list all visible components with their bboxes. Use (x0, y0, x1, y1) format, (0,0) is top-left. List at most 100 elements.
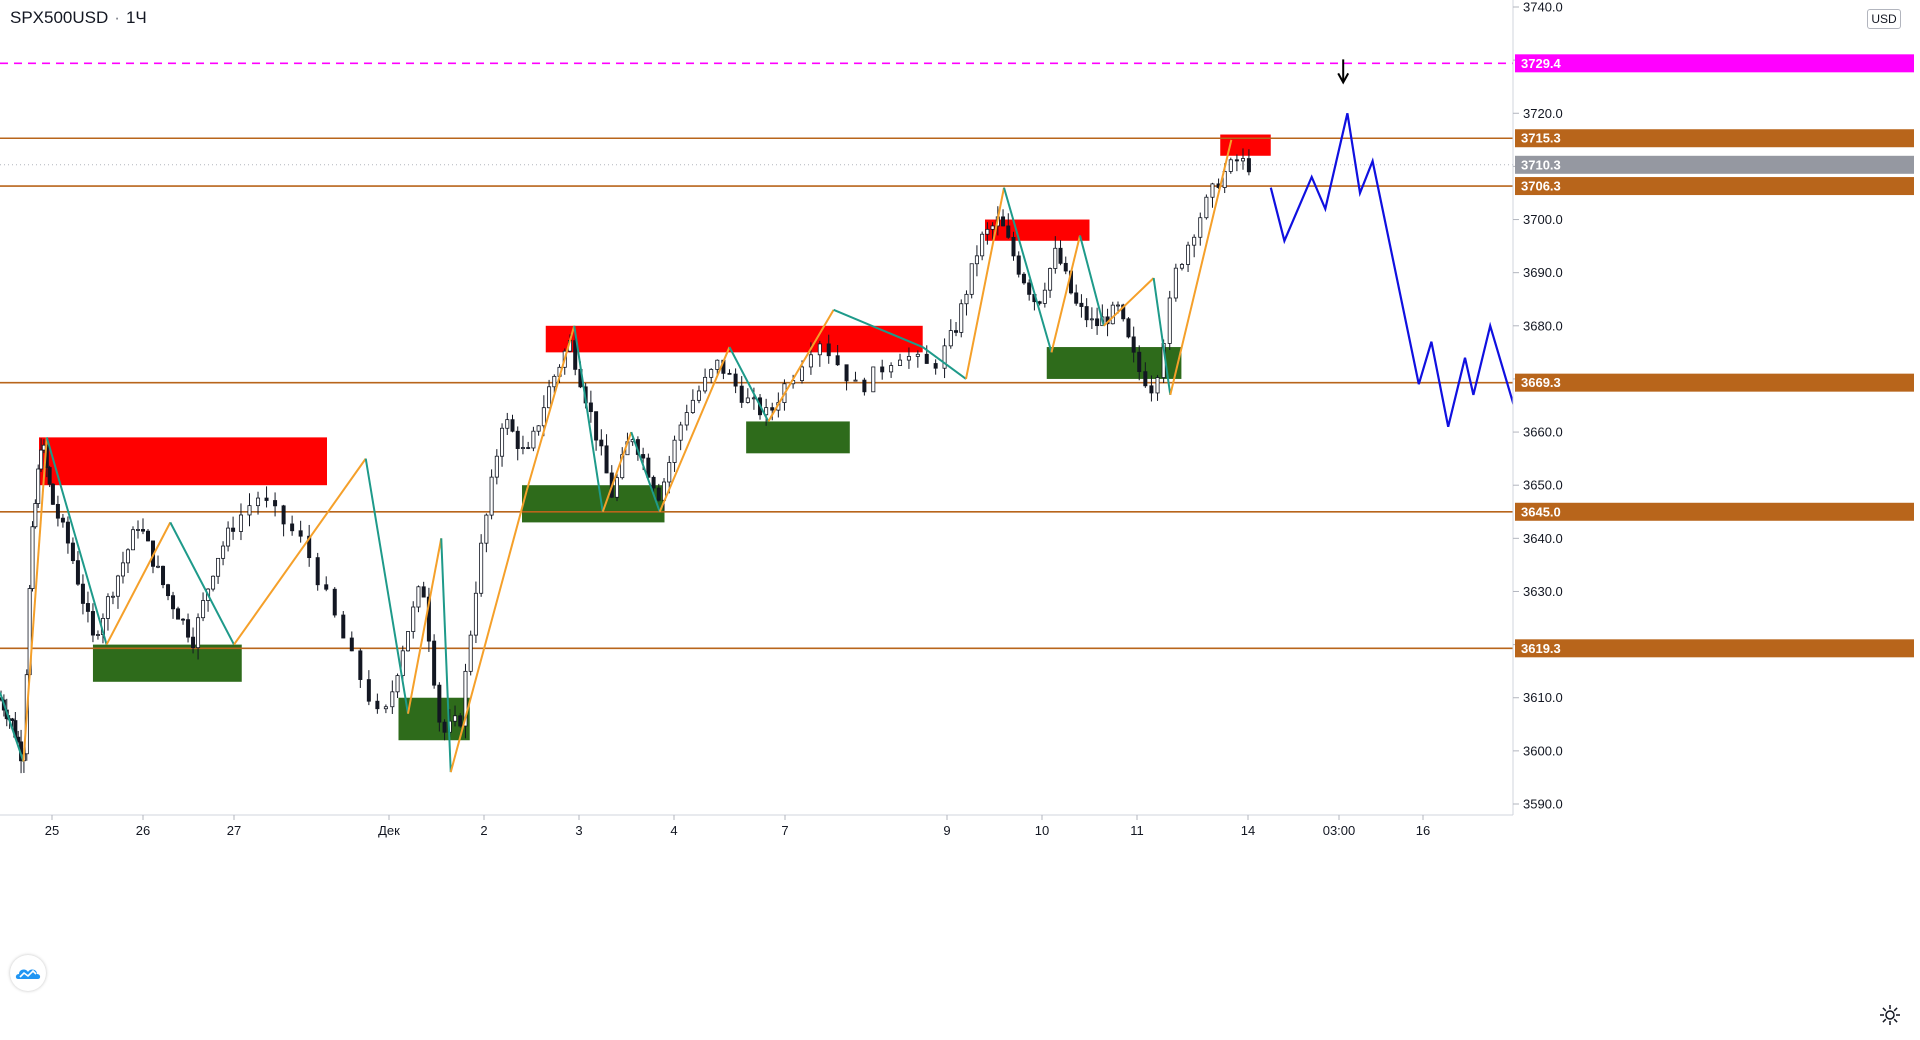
candle-body (844, 364, 849, 382)
candle-body (375, 700, 380, 710)
candle-body (808, 354, 813, 368)
settings-gear-icon[interactable] (1878, 1003, 1902, 1027)
candle-body (1204, 196, 1209, 219)
candle-body (745, 397, 750, 403)
zigzag-segment (728, 346, 770, 422)
y-tick-label: 3590.0 (1523, 797, 1563, 812)
candle-body (915, 353, 920, 357)
candle-body (1079, 302, 1084, 307)
candle-body (70, 542, 75, 562)
candle-body (684, 412, 689, 426)
candle-body (171, 595, 176, 610)
price-axis-tag[interactable] (1515, 177, 1914, 196)
candle-body (1246, 158, 1251, 173)
candle-body (453, 715, 458, 722)
candle-body (432, 640, 437, 686)
y-tick-label: 3740.0 (1523, 0, 1563, 15)
demand-zone[interactable] (522, 485, 665, 523)
candle-body (196, 617, 201, 649)
candle-body (1186, 244, 1191, 265)
zigzag-segment (1152, 277, 1172, 396)
tradingview-logo-icon[interactable] (10, 955, 46, 991)
price-axis-tag-label: 3706.3 (1521, 179, 1561, 194)
candle-body (65, 521, 70, 544)
candle-body (678, 424, 683, 441)
candle-body (47, 467, 52, 485)
candle-body (60, 517, 65, 523)
x-tick-label: 2 (480, 823, 487, 838)
currency-button[interactable]: USD (1867, 9, 1901, 29)
candle-body (826, 343, 831, 357)
candle-body (324, 584, 329, 590)
x-tick-label: Дек (378, 823, 400, 838)
price-axis-tag[interactable] (1515, 54, 1914, 73)
candle-body (75, 560, 80, 585)
candle-body (1037, 301, 1042, 304)
candle-body (315, 557, 320, 586)
zigzag-segment (22, 437, 48, 762)
candles-layer (0, 148, 1251, 774)
candle-body (733, 373, 738, 387)
candle-body (588, 402, 593, 413)
price-axis-tag-label: 3645.0 (1521, 504, 1561, 519)
candle-body (161, 565, 166, 586)
candle-body (130, 529, 135, 551)
candle-body (1137, 351, 1142, 373)
candle-body (1121, 304, 1126, 320)
candle-body (1048, 268, 1053, 291)
price-axis-tag[interactable] (1515, 129, 1914, 148)
price-axis-tag[interactable] (1515, 639, 1914, 658)
title-separator: · (114, 8, 120, 27)
candle-body (307, 535, 312, 559)
candle-body (1131, 336, 1136, 353)
demand-zone[interactable] (1046, 347, 1182, 379)
candle-body (974, 255, 979, 265)
x-tick-label: 14 (1241, 823, 1255, 838)
candle-body (1116, 304, 1121, 307)
supply-zone[interactable] (985, 219, 1090, 241)
candle-body (703, 376, 708, 392)
y-tick-label: 3610.0 (1523, 690, 1563, 705)
demand-zone[interactable] (92, 644, 242, 682)
candle-body (1006, 225, 1011, 238)
price-axis-tag[interactable] (1515, 155, 1914, 174)
demand-zone[interactable] (746, 421, 850, 454)
candle-body (80, 583, 85, 604)
candle-body (341, 614, 346, 639)
candle-body (871, 366, 876, 393)
supply-zone[interactable] (39, 437, 327, 486)
candle-body (531, 430, 536, 449)
candle-body (426, 596, 431, 642)
candle-body (667, 462, 672, 483)
candle-body (437, 684, 442, 723)
candle-body (211, 575, 216, 590)
candle-body (395, 675, 400, 693)
candle-body (55, 503, 60, 519)
candle-body (1192, 236, 1197, 246)
zigzag-segment (833, 308, 924, 348)
levels-layer (0, 62, 1513, 650)
zigzag-segment (449, 490, 528, 773)
candle-body (547, 386, 552, 409)
zigzag-segment (965, 187, 1005, 380)
price-axis-tag[interactable] (1515, 373, 1914, 392)
candle-body (181, 618, 186, 621)
y-tick-label: 3720.0 (1523, 106, 1563, 121)
zigzag-segment (169, 521, 235, 646)
price-axis-tag[interactable] (1515, 502, 1914, 521)
candle-body (489, 476, 494, 516)
x-tick-label: 9 (943, 823, 950, 838)
candle-body (358, 650, 363, 680)
candle-body (473, 592, 478, 636)
symbol-title[interactable]: SPX500USD · 1Ч (10, 8, 147, 28)
candle-body (552, 375, 557, 388)
candle-body (959, 303, 964, 333)
zigzag-segment (233, 458, 367, 646)
supply-zone[interactable] (545, 325, 923, 353)
candle-body (853, 379, 858, 382)
supply-zone[interactable] (1220, 134, 1271, 156)
candle-body (515, 430, 520, 449)
candle-body (889, 365, 894, 373)
